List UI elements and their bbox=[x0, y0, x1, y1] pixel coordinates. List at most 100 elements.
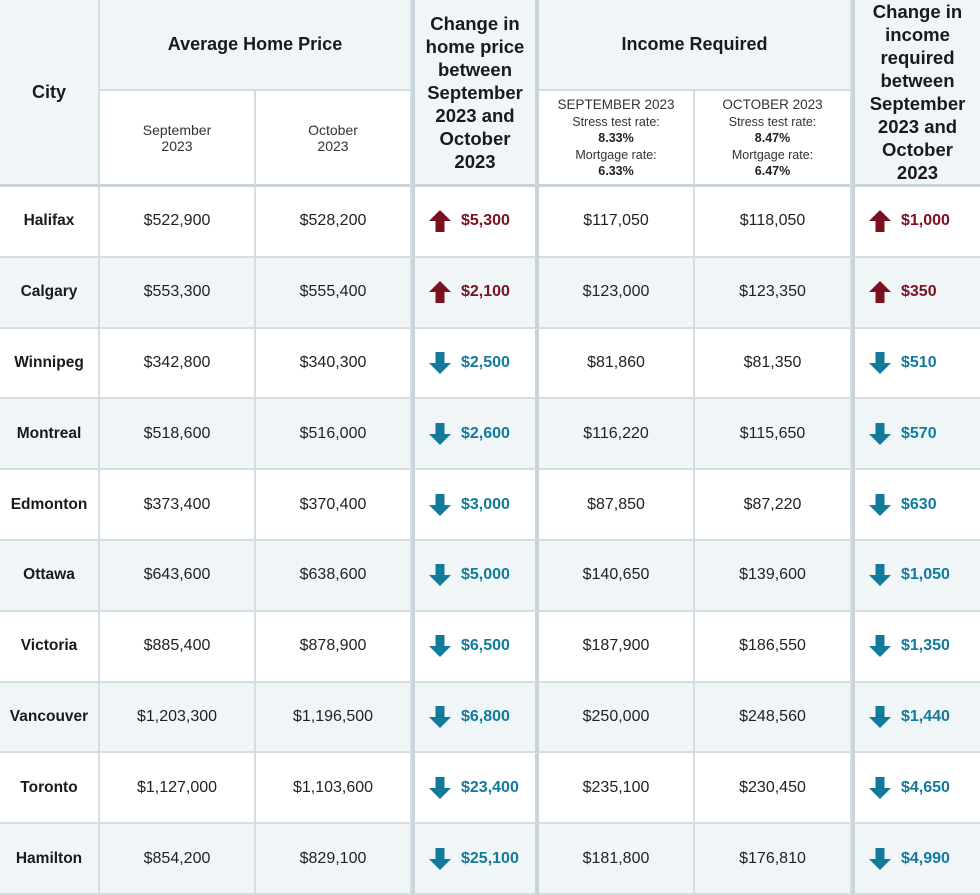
income-oct-cell: $81,350 bbox=[695, 328, 852, 400]
change-value: $4,990 bbox=[901, 849, 950, 867]
city-cell: Vancouver bbox=[0, 682, 100, 754]
income-required-header: Income Required bbox=[539, 0, 852, 91]
change-value: $5,300 bbox=[461, 212, 510, 230]
income-change-cell: $630 bbox=[852, 470, 980, 541]
arrow-down-icon bbox=[429, 847, 451, 870]
price-change-cell: $3,000 bbox=[412, 470, 539, 541]
income-sep-cell: $140,650 bbox=[539, 540, 695, 612]
arrow-down-icon bbox=[429, 635, 451, 658]
change-value: $6,500 bbox=[461, 637, 510, 655]
stress-rate-value: 8.33% bbox=[598, 131, 634, 146]
income-change-header: Change in income required between Septem… bbox=[852, 0, 980, 187]
city-cell: Victoria bbox=[0, 611, 100, 683]
stress-rate-value: 8.47% bbox=[754, 131, 791, 146]
price-change-cell: $2,500 bbox=[412, 328, 539, 400]
arrow-down-icon bbox=[429, 564, 451, 587]
income-sep-header: SEPTEMBER 2023 Stress test rate: 8.33% M… bbox=[539, 91, 695, 187]
income-change-cell: $570 bbox=[852, 399, 980, 471]
income-change-cell: $1,440 bbox=[852, 682, 980, 754]
price-sep-cell: $373,400 bbox=[100, 470, 256, 541]
city-cell: Hamilton bbox=[0, 824, 100, 895]
price-oct-cell: $528,200 bbox=[256, 187, 412, 258]
price-sep-cell: $1,127,000 bbox=[100, 753, 256, 825]
price-oct-cell: $1,103,600 bbox=[256, 753, 412, 825]
income-oct-cell: $230,450 bbox=[695, 753, 852, 825]
change-value: $1,050 bbox=[901, 566, 950, 584]
change-value: $5,000 bbox=[461, 566, 510, 584]
avg-price-sep-header: September 2023 bbox=[100, 91, 256, 187]
price-sep-cell: $885,400 bbox=[100, 611, 256, 683]
price-change-cell: $2,600 bbox=[412, 399, 539, 471]
change-value: $1,350 bbox=[901, 637, 950, 655]
change-value: $6,800 bbox=[461, 707, 510, 725]
price-change-cell: $23,400 bbox=[412, 753, 539, 825]
change-value: $350 bbox=[901, 283, 937, 301]
income-sep-cell: $117,050 bbox=[539, 187, 695, 258]
arrow-down-icon bbox=[429, 351, 451, 374]
income-sep-cell: $187,900 bbox=[539, 611, 695, 683]
change-value: $4,650 bbox=[901, 778, 950, 796]
arrow-down-icon bbox=[869, 635, 891, 658]
arrow-down-icon bbox=[869, 422, 891, 445]
change-value: $2,500 bbox=[461, 353, 510, 371]
income-change-cell: $1,000 bbox=[852, 187, 980, 258]
price-change-cell: $5,000 bbox=[412, 540, 539, 612]
price-change-header: Change in home price between September 2… bbox=[412, 0, 539, 187]
avg-price-header: Average Home Price bbox=[100, 0, 412, 91]
income-oct-label: OCTOBER 2023 bbox=[722, 97, 823, 113]
price-change-cell: $25,100 bbox=[412, 824, 539, 895]
price-oct-cell: $1,196,500 bbox=[256, 682, 412, 754]
stress-rate-label: Stress test rate: bbox=[728, 114, 817, 129]
city-cell: Montreal bbox=[0, 399, 100, 471]
stress-rate-label: Stress test rate: bbox=[572, 114, 660, 129]
arrow-down-icon bbox=[869, 776, 891, 799]
price-sep-cell: $518,600 bbox=[100, 399, 256, 471]
arrow-down-icon bbox=[869, 493, 891, 516]
price-sep-cell: $553,300 bbox=[100, 257, 256, 329]
mortgage-rate-value: 6.47% bbox=[754, 164, 791, 179]
income-oct-header: OCTOBER 2023 Stress test rate: 8.47% Mor… bbox=[695, 91, 852, 187]
arrow-down-icon bbox=[869, 351, 891, 374]
price-oct-cell: $829,100 bbox=[256, 824, 412, 895]
income-oct-cell: $115,650 bbox=[695, 399, 852, 471]
price-oct-cell: $555,400 bbox=[256, 257, 412, 329]
price-sep-cell: $854,200 bbox=[100, 824, 256, 895]
income-sep-cell: $235,100 bbox=[539, 753, 695, 825]
arrow-down-icon bbox=[429, 422, 451, 445]
arrow-up-icon bbox=[429, 281, 451, 304]
income-sep-label: SEPTEMBER 2023 bbox=[557, 97, 675, 113]
price-oct-cell: $638,600 bbox=[256, 540, 412, 612]
arrow-up-icon bbox=[869, 281, 891, 304]
price-sep-cell: $522,900 bbox=[100, 187, 256, 258]
price-sep-cell: $342,800 bbox=[100, 328, 256, 400]
income-change-cell: $4,650 bbox=[852, 753, 980, 825]
income-change-cell: $4,990 bbox=[852, 824, 980, 895]
price-oct-cell: $516,000 bbox=[256, 399, 412, 471]
income-change-cell: $510 bbox=[852, 328, 980, 400]
city-cell: Ottawa bbox=[0, 540, 100, 612]
arrow-down-icon bbox=[429, 705, 451, 728]
price-oct-cell: $878,900 bbox=[256, 611, 412, 683]
change-value: $570 bbox=[901, 424, 937, 442]
income-oct-cell: $123,350 bbox=[695, 257, 852, 329]
income-sep-cell: $181,800 bbox=[539, 824, 695, 895]
price-sep-cell: $643,600 bbox=[100, 540, 256, 612]
income-sep-cell: $87,850 bbox=[539, 470, 695, 541]
change-value: $3,000 bbox=[461, 495, 510, 513]
city-column-header: City bbox=[0, 0, 100, 187]
change-value: $25,100 bbox=[461, 849, 519, 867]
income-oct-cell: $248,560 bbox=[695, 682, 852, 754]
income-oct-cell: $87,220 bbox=[695, 470, 852, 541]
income-change-cell: $350 bbox=[852, 257, 980, 329]
change-value: $630 bbox=[901, 495, 937, 513]
mortgage-rate-label: Mortgage rate: bbox=[731, 147, 814, 162]
sep-label: September 2023 bbox=[142, 121, 212, 154]
mortgage-rate-value: 6.33% bbox=[598, 164, 634, 179]
change-value: $510 bbox=[901, 353, 937, 371]
price-change-cell: $6,800 bbox=[412, 682, 539, 754]
city-cell: Winnipeg bbox=[0, 328, 100, 400]
income-sep-cell: $123,000 bbox=[539, 257, 695, 329]
city-cell: Toronto bbox=[0, 753, 100, 825]
arrow-down-icon bbox=[869, 564, 891, 587]
